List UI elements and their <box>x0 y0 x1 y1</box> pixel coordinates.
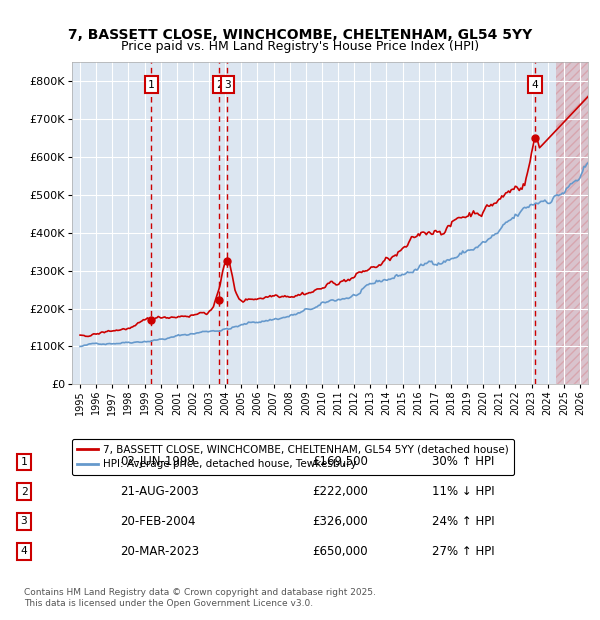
Text: 27% ↑ HPI: 27% ↑ HPI <box>432 545 494 557</box>
Text: £169,500: £169,500 <box>312 456 368 468</box>
Text: 3: 3 <box>20 516 28 526</box>
Legend: 7, BASSETT CLOSE, WINCHCOMBE, CHELTENHAM, GL54 5YY (detached house), HPI: Averag: 7, BASSETT CLOSE, WINCHCOMBE, CHELTENHAM… <box>72 439 514 475</box>
Text: 20-FEB-2004: 20-FEB-2004 <box>120 515 196 528</box>
Text: 4: 4 <box>20 546 28 556</box>
Text: 30% ↑ HPI: 30% ↑ HPI <box>432 456 494 468</box>
Text: 1: 1 <box>148 79 155 89</box>
Text: 21-AUG-2003: 21-AUG-2003 <box>120 485 199 498</box>
Text: 2: 2 <box>20 487 28 497</box>
Text: 7, BASSETT CLOSE, WINCHCOMBE, CHELTENHAM, GL54 5YY: 7, BASSETT CLOSE, WINCHCOMBE, CHELTENHAM… <box>68 28 532 42</box>
Text: 1: 1 <box>20 457 28 467</box>
Text: 2: 2 <box>216 79 223 89</box>
Text: £326,000: £326,000 <box>312 515 368 528</box>
Text: £222,000: £222,000 <box>312 485 368 498</box>
Text: 20-MAR-2023: 20-MAR-2023 <box>120 545 199 557</box>
Text: 11% ↓ HPI: 11% ↓ HPI <box>432 485 494 498</box>
Text: 3: 3 <box>224 79 230 89</box>
Text: 24% ↑ HPI: 24% ↑ HPI <box>432 515 494 528</box>
Text: £650,000: £650,000 <box>312 545 368 557</box>
Text: 02-JUN-1999: 02-JUN-1999 <box>120 456 195 468</box>
Text: Contains HM Land Registry data © Crown copyright and database right 2025.
This d: Contains HM Land Registry data © Crown c… <box>24 588 376 608</box>
Bar <box>556 62 588 384</box>
Text: 4: 4 <box>532 79 538 89</box>
Text: Price paid vs. HM Land Registry's House Price Index (HPI): Price paid vs. HM Land Registry's House … <box>121 40 479 53</box>
